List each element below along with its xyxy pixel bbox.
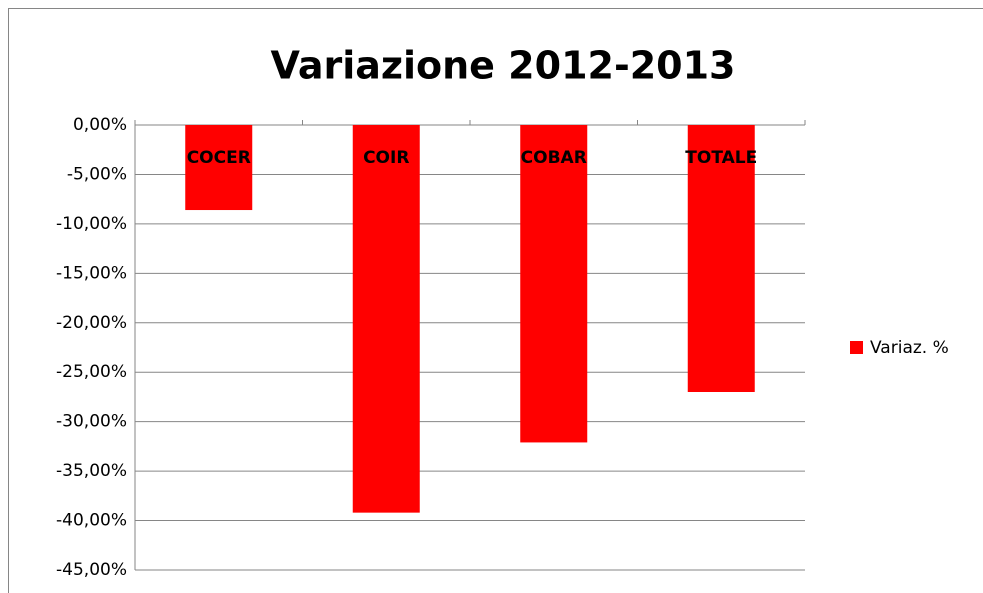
x-tick-label: COCER [187,148,251,168]
y-tick-label: -45,00% [56,560,127,580]
bar [352,125,420,513]
x-tick-label: COBAR [521,148,587,168]
y-tick-label: -30,00% [56,412,127,432]
y-tick-label: -20,00% [56,313,127,333]
y-tick-label: -15,00% [56,263,127,283]
y-tick-label: -35,00% [56,461,127,481]
bar [185,125,253,211]
legend-swatch [850,341,863,354]
y-tick-label: -5,00% [67,164,127,184]
bar [520,125,588,443]
y-tick-label: -10,00% [56,214,127,234]
y-tick-label: 0,00% [73,115,127,135]
y-tick-label: -25,00% [56,362,127,382]
chart-frame [8,8,983,593]
y-tick-label: -40,00% [56,511,127,531]
bar [687,125,755,392]
legend-label: Variaz. % [870,338,949,358]
x-tick-label: COIR [363,148,409,168]
chart-title: Variazione 2012-2013 [271,44,736,88]
x-tick-label: TOTALE [685,148,757,168]
